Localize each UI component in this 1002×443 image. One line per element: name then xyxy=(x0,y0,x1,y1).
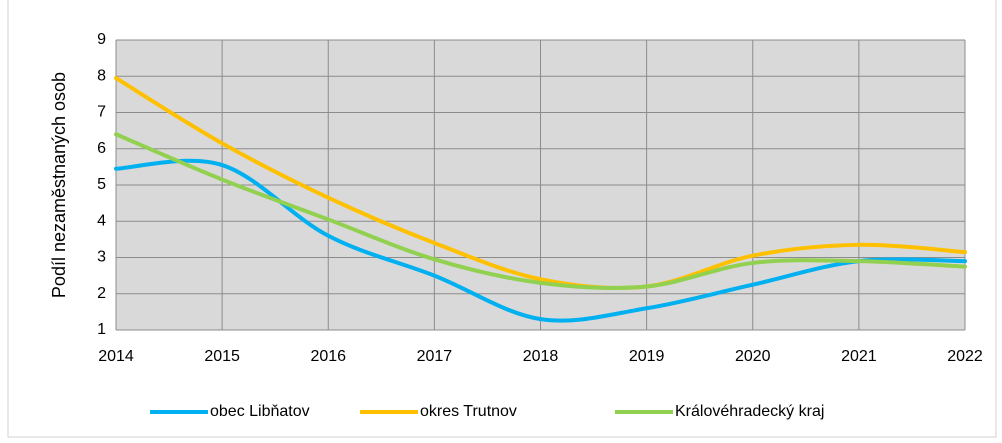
data-line xyxy=(114,132,967,291)
x-tick-label: 2019 xyxy=(629,348,665,365)
y-tick-label: 4 xyxy=(97,212,106,229)
y-tick-label: 2 xyxy=(97,285,106,302)
legend-label: obec Libňatov xyxy=(210,403,310,420)
x-tick-label: 2020 xyxy=(735,348,771,365)
y-tick-label: 6 xyxy=(97,140,106,157)
x-tick-label: 2017 xyxy=(417,348,453,365)
x-tick-label: 2015 xyxy=(204,348,240,365)
legend-label: Královéhradecký kraj xyxy=(675,403,824,420)
y-tick-label: 5 xyxy=(97,176,106,193)
y-tick-label: 9 xyxy=(97,31,106,48)
y-tick-label: 8 xyxy=(97,67,106,84)
data-line xyxy=(114,76,967,291)
y-tick-label: 1 xyxy=(97,321,106,338)
y-tick-label: 3 xyxy=(97,249,106,266)
legend-label: okres Trutnov xyxy=(420,403,517,420)
x-tick-label: 2022 xyxy=(947,348,983,365)
x-tick-label: 2021 xyxy=(841,348,877,365)
y-axis-label: Podíl nezaměstnaných osob xyxy=(49,72,69,298)
x-tick-label: 2018 xyxy=(523,348,559,365)
x-tick-label: 2014 xyxy=(98,348,134,365)
x-tick-label: 2016 xyxy=(310,348,346,365)
y-tick-label: 7 xyxy=(97,104,106,121)
data-line xyxy=(114,158,967,323)
